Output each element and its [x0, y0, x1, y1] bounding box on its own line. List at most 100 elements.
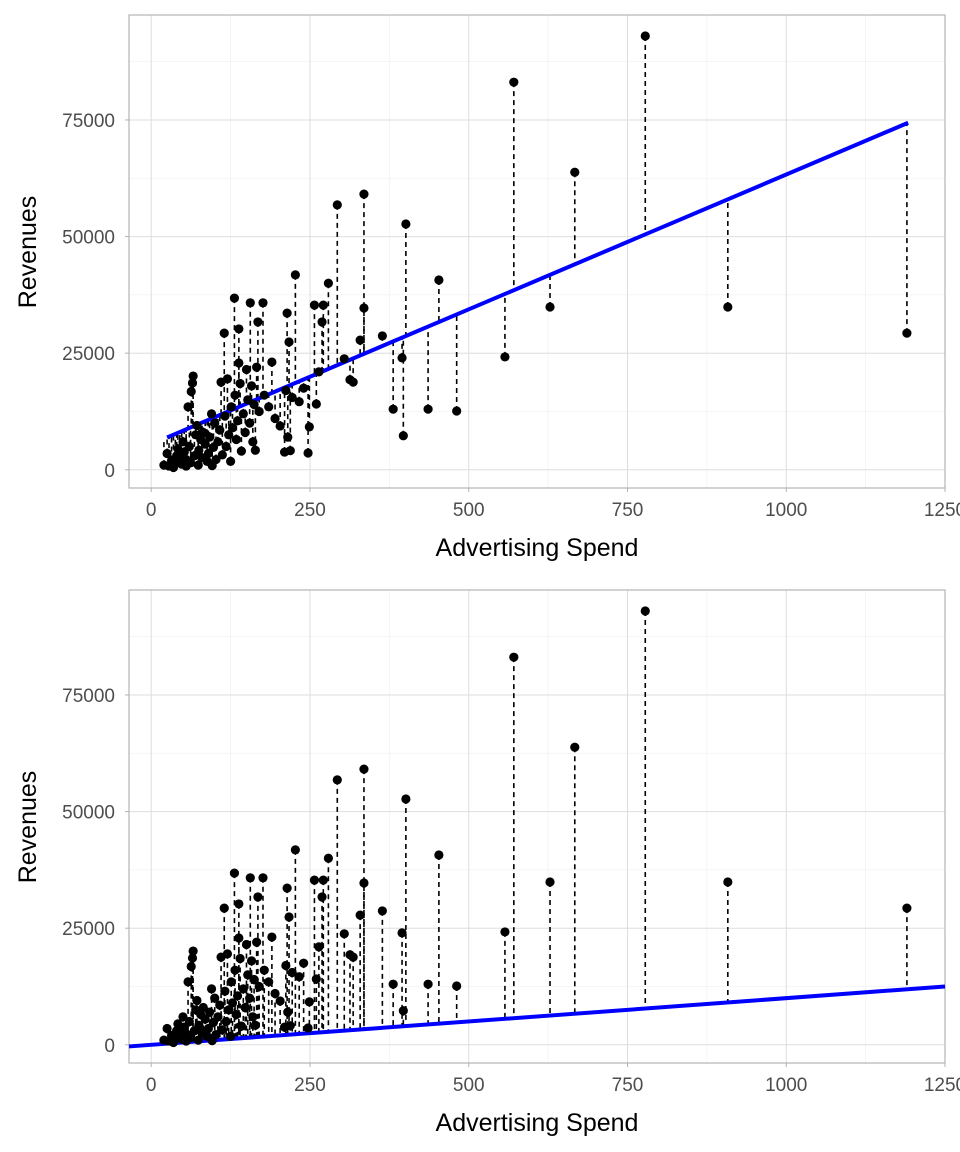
data-point [229, 293, 240, 303]
data-point [377, 331, 387, 341]
panel-border [128, 14, 946, 489]
data-point [248, 1012, 258, 1022]
data-point [723, 877, 733, 887]
data-point [423, 979, 433, 989]
data-point [162, 448, 172, 459]
data-point [304, 997, 314, 1007]
data-point [249, 974, 259, 985]
data-point [570, 167, 580, 177]
data-point [235, 378, 245, 389]
data-point [226, 1031, 236, 1042]
y-tick-label: 25000 [62, 919, 115, 940]
data-point [231, 434, 241, 445]
data-point [264, 977, 274, 987]
data-point [206, 409, 217, 419]
data-point [275, 996, 285, 1006]
data-points [159, 31, 912, 473]
data-point [194, 445, 204, 455]
data-point [240, 427, 250, 438]
data-point [570, 742, 580, 752]
data-point [723, 302, 733, 312]
data-point [281, 960, 291, 971]
data-point [236, 446, 246, 456]
data-point [235, 953, 245, 964]
data-point [230, 390, 240, 400]
data-point [290, 270, 300, 280]
data-point [185, 1033, 196, 1043]
data-point [248, 437, 258, 447]
data-point [203, 1023, 213, 1034]
data-point [193, 1035, 203, 1045]
data-point [234, 933, 244, 943]
data-point [231, 1009, 241, 1020]
data-point [234, 899, 244, 909]
x-tick-label: 0 [146, 1075, 157, 1096]
data-point [317, 892, 327, 902]
data-point [245, 873, 255, 883]
data-point [210, 993, 220, 1003]
data-point [388, 979, 398, 989]
data-point [401, 219, 411, 229]
data-point [217, 450, 227, 460]
data-point [348, 952, 358, 962]
data-point [287, 967, 297, 978]
data-point [198, 427, 208, 438]
data-point [187, 378, 198, 388]
x-tick-label: 250 [294, 1075, 326, 1096]
data-point [188, 946, 198, 956]
y-tick-label: 50000 [62, 228, 115, 249]
data-point [240, 1002, 250, 1013]
y-tick-label: 0 [104, 1036, 115, 1057]
data-point [178, 1012, 188, 1022]
data-point [401, 794, 411, 804]
data-point [245, 418, 255, 428]
data-point [259, 390, 269, 400]
data-point [303, 448, 313, 458]
x-tick-label: 750 [612, 500, 644, 521]
data-point [309, 875, 320, 885]
data-point [500, 352, 510, 362]
data-point [332, 775, 342, 785]
data-point [311, 974, 321, 984]
data-point [215, 425, 225, 435]
data-point [452, 406, 462, 416]
data-point [283, 432, 293, 442]
data-point [311, 399, 321, 409]
data-point [211, 1029, 221, 1040]
data-point [267, 932, 277, 942]
data-point [184, 1016, 194, 1027]
data-point [318, 300, 328, 310]
data-point [270, 988, 280, 999]
data-point [355, 335, 365, 345]
data-point [232, 416, 243, 426]
data-point [303, 1023, 313, 1033]
data-point [192, 995, 202, 1006]
x-axis-title: Advertising Spend [436, 1109, 639, 1137]
data-point [220, 411, 230, 421]
data-point [299, 958, 309, 968]
data-point [304, 422, 314, 432]
data-point [243, 395, 253, 405]
data-point [500, 927, 510, 937]
data-point [359, 764, 369, 774]
data-point [284, 912, 294, 922]
data-point [275, 421, 285, 431]
data-point [317, 317, 327, 327]
data-point [186, 386, 196, 397]
data-point [246, 381, 257, 391]
data-point [188, 371, 198, 381]
data-point [210, 418, 220, 428]
data-point [284, 337, 294, 347]
data-point [323, 278, 333, 288]
data-point [545, 302, 555, 312]
data-point [509, 652, 519, 662]
data-point [246, 956, 257, 966]
data-point [229, 868, 240, 878]
data-point [206, 984, 217, 994]
data-point [243, 970, 253, 980]
data-point [359, 303, 369, 313]
data-point [253, 317, 263, 327]
data-point [434, 275, 444, 285]
y-axis-title: Revenues [14, 196, 42, 309]
